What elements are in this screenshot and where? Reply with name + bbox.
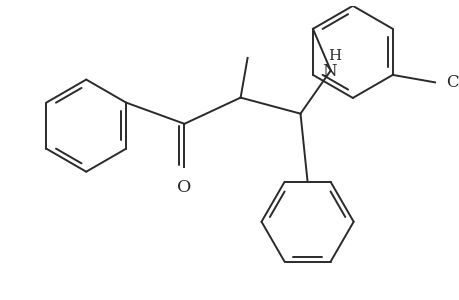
Text: Cl: Cl	[445, 74, 459, 91]
Text: H: H	[327, 50, 340, 63]
Text: N: N	[322, 63, 336, 80]
Text: O: O	[177, 179, 191, 196]
